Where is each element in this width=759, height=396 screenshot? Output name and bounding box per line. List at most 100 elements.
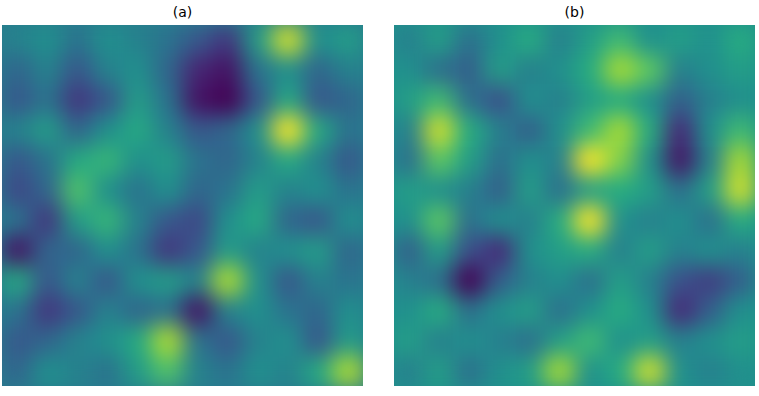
heatmap-cell — [605, 55, 636, 86]
heatmap-cell — [273, 236, 304, 267]
heatmap-cell — [605, 326, 636, 357]
heatmap-cell — [122, 266, 153, 297]
heatmap-cell — [333, 55, 363, 86]
heatmap-cell — [725, 175, 755, 206]
heatmap-cell — [454, 115, 485, 146]
heatmap-cell — [484, 115, 515, 146]
heatmap-cell — [725, 145, 755, 176]
heatmap-cell — [394, 266, 425, 297]
heatmap-cell — [333, 206, 363, 237]
heatmap-cell — [544, 206, 575, 237]
heatmap-cell — [333, 85, 363, 116]
heatmap-cell — [484, 145, 515, 176]
heatmap-cell — [454, 326, 485, 357]
heatmap-cell — [484, 55, 515, 86]
heatmap-cell — [725, 115, 755, 146]
heatmap-cell — [575, 85, 606, 116]
heatmap-cell — [2, 356, 33, 386]
heatmap-cell — [303, 236, 334, 267]
heatmap-cell — [725, 356, 755, 386]
heatmap-cell — [333, 356, 363, 386]
heatmap-cell — [333, 25, 363, 56]
heatmap-cell — [695, 236, 726, 267]
heatmap-cell — [725, 206, 755, 237]
heatmap-cell — [665, 236, 696, 267]
heatmap-cell — [92, 115, 123, 146]
heatmap-cell — [635, 115, 666, 146]
heatmap-cell — [122, 326, 153, 357]
heatmap-cell — [183, 55, 214, 86]
heatmap-cell — [62, 266, 93, 297]
heatmap-cell — [243, 236, 274, 267]
heatmap-cell — [484, 25, 515, 56]
heatmap-cell — [183, 115, 214, 146]
heatmap-cell — [605, 266, 636, 297]
heatmap-cell — [273, 326, 304, 357]
heatmap-cell — [605, 25, 636, 56]
heatmap-cell — [303, 25, 334, 56]
heatmap-cell — [152, 326, 183, 357]
heatmap-cell — [635, 175, 666, 206]
heatmap-cell — [575, 175, 606, 206]
heatmap-cell — [635, 145, 666, 176]
heatmap-cell — [544, 85, 575, 116]
heatmap-cell — [544, 236, 575, 267]
heatmap-cell — [454, 356, 485, 386]
heatmap-cell — [695, 266, 726, 297]
heatmap-cell — [92, 236, 123, 267]
heatmap-cell — [92, 175, 123, 206]
heatmap-cell — [514, 326, 545, 357]
heatmap-cell — [122, 175, 153, 206]
heatmap-cell — [695, 115, 726, 146]
heatmap-cell — [2, 115, 33, 146]
heatmap-cell — [514, 115, 545, 146]
heatmap-cell — [424, 266, 455, 297]
heatmap-cell — [62, 296, 93, 327]
heatmap-cell — [32, 206, 63, 237]
heatmap-cell — [152, 145, 183, 176]
heatmap-cell — [635, 326, 666, 357]
heatmap-cell — [243, 296, 274, 327]
heatmap-cell — [575, 25, 606, 56]
heatmap-cell — [424, 25, 455, 56]
heatmap-cell — [514, 145, 545, 176]
heatmap-cell — [273, 296, 304, 327]
heatmap-cell — [394, 25, 425, 56]
heatmap-cell — [484, 326, 515, 357]
heatmap-cell — [575, 206, 606, 237]
cells — [2, 25, 363, 386]
heatmap-cell — [394, 85, 425, 116]
heatmap-cell — [152, 356, 183, 386]
heatmap-cell — [454, 206, 485, 237]
heatmap-cell — [333, 115, 363, 146]
heatmap-cell — [32, 85, 63, 116]
heatmap-cell — [514, 25, 545, 56]
heatmap-cell — [605, 236, 636, 267]
heatmap-cell — [243, 266, 274, 297]
heatmap-cell — [2, 236, 33, 267]
heatmap-cell — [575, 145, 606, 176]
heatmap-cell — [92, 206, 123, 237]
heatmap-cell — [92, 296, 123, 327]
heatmap-cell — [243, 356, 274, 386]
heatmap-cell — [32, 356, 63, 386]
heatmap-cell — [32, 55, 63, 86]
heatmap-cell — [333, 175, 363, 206]
heatmap-cell — [273, 175, 304, 206]
heatmap-cell — [484, 296, 515, 327]
heatmap-cell — [635, 55, 666, 86]
heatmap-cell — [424, 85, 455, 116]
heatmap-cell — [484, 236, 515, 267]
heatmap-cell — [213, 115, 244, 146]
heatmap-cell — [394, 206, 425, 237]
heatmap-cell — [454, 85, 485, 116]
heatmap-panel — [394, 25, 755, 386]
heatmap-cell — [303, 206, 334, 237]
heatmap-cell — [725, 25, 755, 56]
heatmap-cell — [605, 115, 636, 146]
heatmap-cell — [454, 236, 485, 267]
heatmap-cell — [152, 206, 183, 237]
heatmap-cell — [454, 175, 485, 206]
heatmap-cell — [303, 145, 334, 176]
panel-background — [394, 25, 755, 386]
